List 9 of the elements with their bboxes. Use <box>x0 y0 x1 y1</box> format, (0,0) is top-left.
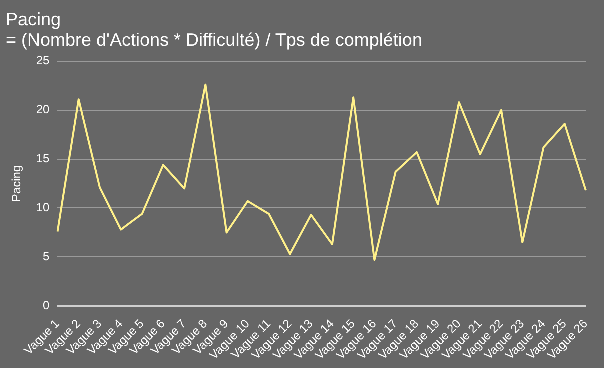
y-tick-label: 25 <box>36 54 50 68</box>
y-tick-label: 15 <box>36 152 50 166</box>
y-tick-label: 5 <box>43 249 50 264</box>
chart-title: Pacing <box>6 9 62 30</box>
y-axis-title: Pacing <box>10 165 24 202</box>
chart-subtitle: = (Nombre d'Actions * Difficulté) / Tps de complétion <box>6 30 422 50</box>
y-tick-label: 0 <box>43 298 50 312</box>
y-tick-label: 20 <box>36 102 50 117</box>
y-tick-label: 10 <box>36 200 50 215</box>
